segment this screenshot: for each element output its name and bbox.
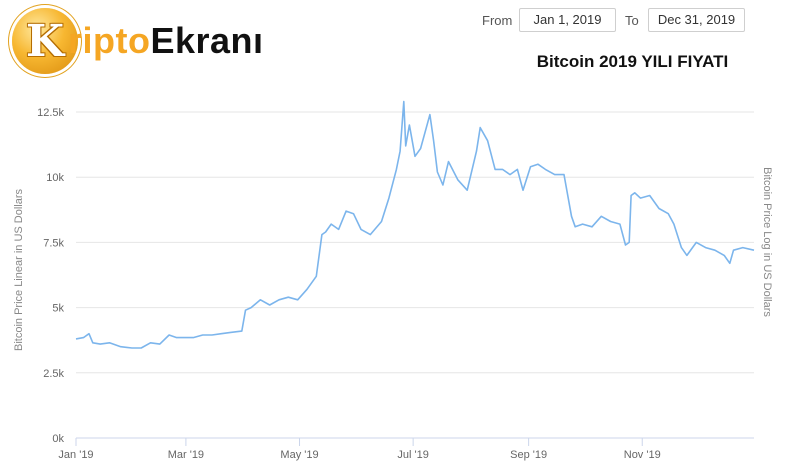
y-axis-title-right: Bitcoin Price Log in US Dollars (761, 167, 773, 317)
brand-logo[interactable]: K riptoEkranı (12, 8, 292, 80)
grid-layer (76, 111, 754, 374)
y-tick-label: 10k (46, 172, 64, 184)
y-tick-label: 0k (52, 433, 64, 445)
x-tick-label: Mar '19 (168, 449, 204, 461)
series-line (75, 100, 755, 349)
chart-title: Bitcoin 2019 YILI FIYATI (536, 52, 729, 71)
y-tick-label: 7.5k (43, 237, 64, 249)
logo-text-part2: Ekranı (150, 20, 264, 61)
logo-text: riptoEkranı (68, 20, 264, 62)
logo-text-part1: ripto (68, 20, 151, 61)
x-tick-label: Jan '19 (58, 449, 93, 461)
y-axis-ticks: 0k 2.5k 5k 7.5k 10k 12.5k (37, 107, 64, 445)
to-date-input[interactable]: Dec 31, 2019 (648, 8, 745, 32)
from-label: From (482, 13, 513, 28)
x-tick-label: Jul '19 (397, 449, 428, 461)
to-label: To (625, 13, 639, 28)
x-axis-ticks: Jan '19 Mar '19 May '19 Jul '19 Sep '19 Nov '… (58, 438, 661, 461)
x-tick-label: Sep '19 (510, 449, 547, 461)
y-tick-label: 12.5k (37, 107, 64, 119)
y-axis-title-left: Bitcoin Price Linear in US Dollars (13, 188, 25, 351)
x-tick-label: May '19 (280, 449, 318, 461)
from-date-input[interactable]: Jan 1, 2019 (519, 8, 616, 32)
x-tick-label: Nov '19 (624, 449, 661, 461)
y-tick-label: 5k (52, 303, 64, 315)
logo-badge: K (12, 8, 78, 74)
logo-badge-letter: K (25, 16, 65, 67)
y-tick-label: 2.5k (43, 368, 64, 380)
